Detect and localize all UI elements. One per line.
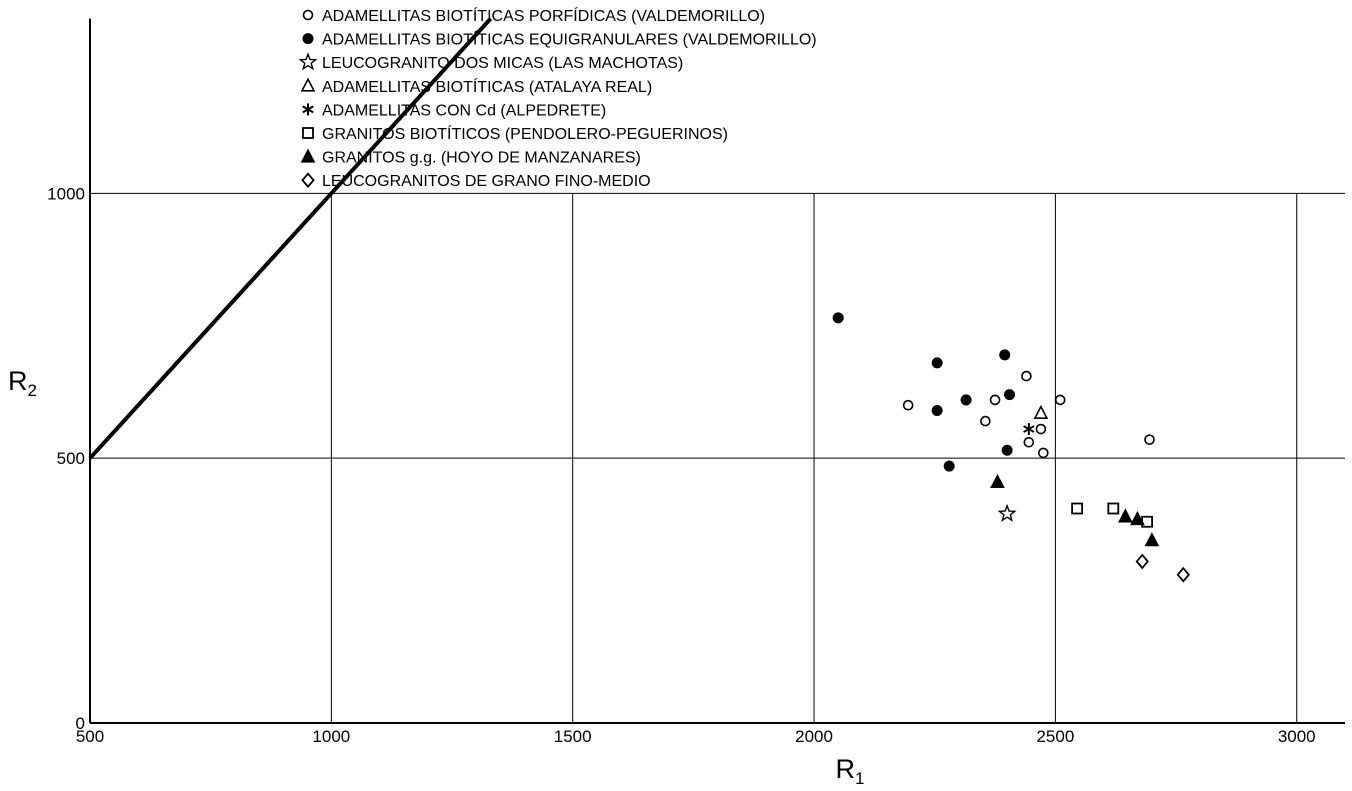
series-7 [990,473,1160,547]
legend-marker [301,172,315,189]
legend-label: LEUCOGRANITOS DE GRANO FINO-MEDIO [322,173,651,190]
data-point [990,473,1005,489]
legend-entry: LEUCOGRANITO DOS MICAS (LAS MACHOTAS) [298,52,683,72]
legend-entry: ADAMELLITAS BIOTÍTICAS EQUIGRANULARES (V… [302,30,817,49]
legend-entry: GRANITOS g.g. (HOYO DE MANZANARES) [300,148,641,167]
series-4 [1033,404,1049,419]
legend-marker [300,148,316,163]
series-6 [1071,502,1153,528]
y-tick-label: 500 [57,449,85,468]
reference-line-1-1 [88,17,493,460]
data-point [931,357,943,369]
legend-marker [300,77,316,92]
series-3 [997,503,1017,522]
legend-marker [302,33,314,45]
data-point [997,503,1017,522]
asterisk-stroke [1023,425,1035,433]
y-tick-label: 0 [76,714,85,733]
series-1 [902,370,1155,459]
legend-label: LEUCOGRANITO DOS MICAS (LAS MACHOTAS) [322,55,683,72]
legend: ADAMELLITAS BIOTÍTICAS PORFÍDICAS (VALDE… [298,6,817,190]
x-axis-title: R1 [836,754,865,788]
x-tick-label: 2000 [795,727,833,746]
data-point [960,394,972,406]
data-point [1141,515,1153,528]
data-point [1054,394,1066,406]
legend-label: ADAMELLITAS BIOTÍTICAS (ATALAYA REAL) [322,77,652,96]
data-point [1118,508,1133,523]
data-point [931,405,943,417]
x-tick-label: 1500 [554,727,592,746]
x-tick-label: 3000 [1278,727,1316,746]
data-point [902,399,914,411]
data-point [999,349,1011,361]
legend-label: GRANITOS BIOTÍTICOS (PENDOLERO-PEGUERINO… [322,124,728,143]
data-points [832,312,1190,583]
data-point [989,394,1001,406]
legend-entry: LEUCOGRANITOS DE GRANO FINO-MEDIO [301,172,651,190]
legend-label: ADAMELLITAS CON Cd (ALPEDRETE) [322,102,606,119]
axes [89,18,1345,724]
data-point [1130,511,1145,526]
data-point [1176,566,1190,583]
legend-label: ADAMELLITAS BIOTÍTICAS PORFÍDICAS (VALDE… [322,6,765,25]
data-point [1144,532,1160,547]
data-point [1135,553,1149,570]
data-point [1023,436,1035,448]
data-point [980,415,991,427]
data-point [1023,423,1035,436]
legend-label: ADAMELLITAS BIOTÍTICAS EQUIGRANULARES (V… [322,30,817,49]
data-point [832,312,844,324]
data-point [1071,502,1084,515]
data-point [1021,370,1032,382]
data-point [1001,444,1013,456]
data-point [1107,502,1120,515]
data-point [1033,404,1049,419]
legend-label: GRANITOS g.g. (HOYO DE MANZANARES) [322,150,641,167]
legend-entry: GRANITOS BIOTÍTICOS (PENDOLERO-PEGUERINO… [302,124,728,143]
legend-entry: ADAMELLITAS CON Cd (ALPEDRETE) [302,102,606,119]
legend-marker [302,9,314,21]
legend-entry: ADAMELLITAS BIOTÍTICAS (ATALAYA REAL) [300,77,652,96]
reference-line [88,17,493,460]
asterisk-stroke [302,105,314,114]
data-point [1144,434,1155,445]
y-tick-label: 1000 [47,184,85,203]
y-axis-title: R2 [8,366,37,400]
series-5 [1023,423,1035,436]
x-tick-label: 1000 [312,727,350,746]
axis-titles: R1 R2 [8,366,864,788]
series-2 [832,312,1016,472]
x-tick-label: 500 [76,727,104,746]
data-point [1035,423,1047,435]
data-point [1038,447,1049,459]
legend-marker [302,127,314,139]
legend-marker [298,52,318,71]
data-point [1004,389,1016,401]
series-8 [1135,553,1190,583]
x-tick-label: 2500 [1036,727,1074,746]
legend-marker [302,103,314,116]
data-point [943,460,955,472]
legend-entry: ADAMELLITAS BIOTÍTICAS PORFÍDICAS (VALDE… [302,6,765,25]
grid [90,192,1345,723]
